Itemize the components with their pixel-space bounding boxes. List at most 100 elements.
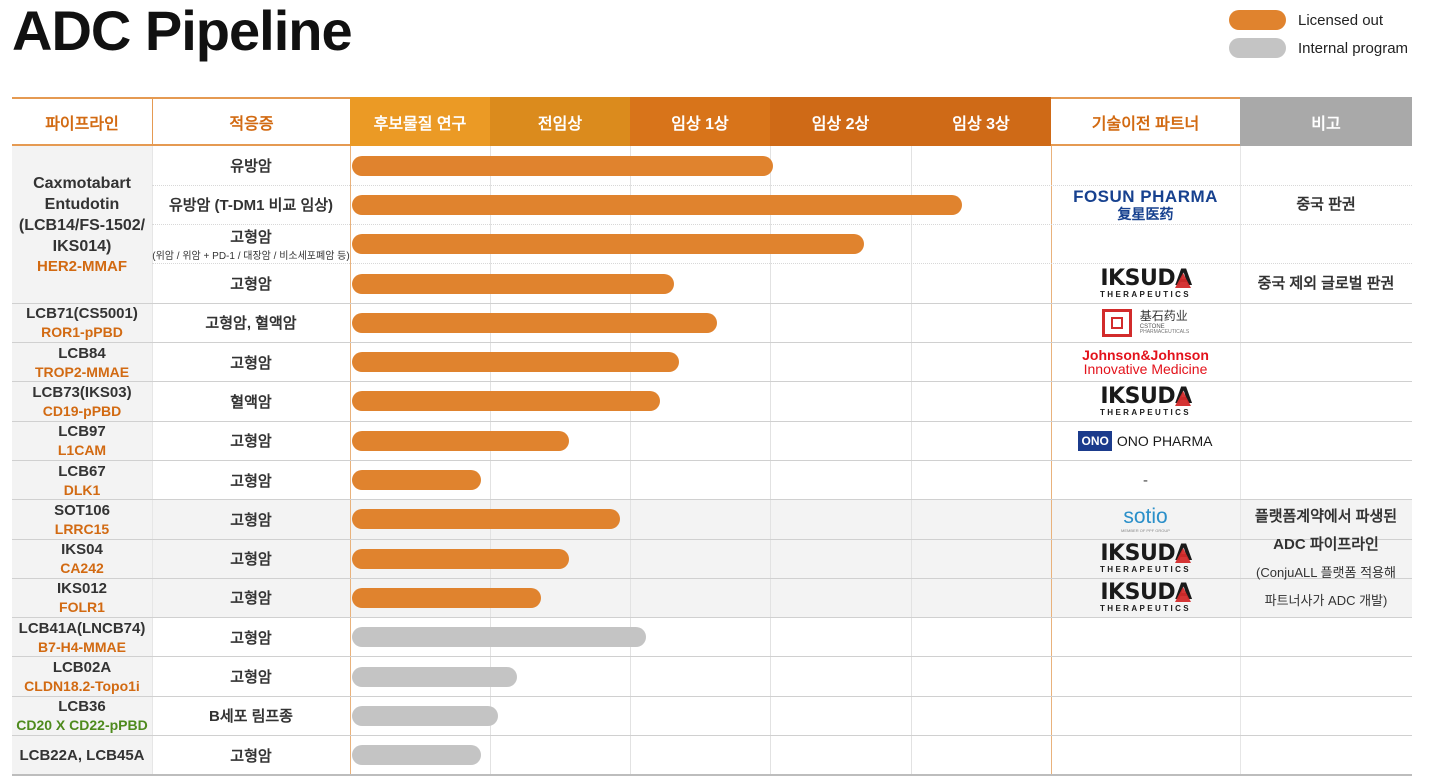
indication-cell: 유방암	[152, 146, 350, 185]
pipeline-cell: LCB67 DLK1	[12, 460, 152, 499]
partner-text: -	[1143, 471, 1148, 489]
header-pipeline: 파이프라인	[12, 97, 152, 146]
sotio-sub: MEMBER OF PPF GROUP	[1121, 527, 1170, 533]
indication-label: 고형암	[230, 276, 272, 294]
indication-cell: 고형암	[152, 578, 350, 617]
header-stage-discovery: 후보물질 연구	[350, 97, 490, 146]
bar-licensed	[352, 587, 542, 608]
indication-cell: 고형암 (위암 / 위암 + PD-1 / 대장암 / 비소세포폐암 등)	[152, 225, 350, 264]
pipeline-target: TROP2-MMAE	[34, 363, 130, 380]
pipeline-cell: LCB41A(LNCB74) B7-H4-MMAE	[12, 618, 152, 657]
iksuda-wordmark: IKSUDA	[1100, 580, 1192, 606]
note-line: 중국 판권	[1296, 195, 1356, 213]
pipeline-name: LCB84	[58, 344, 106, 362]
bar-licensed	[352, 509, 620, 530]
pipeline-name: LCB22A, LCB45A	[19, 746, 145, 764]
pipeline-target: HER2-MMAF	[37, 257, 127, 275]
row-divider	[12, 302, 1412, 304]
iksuda-sub: THERAPEUTICS	[1099, 407, 1192, 417]
pipeline-target: CLDN18.2-Topo1i	[24, 678, 140, 695]
pipeline-target: LRRC15	[54, 520, 110, 537]
iksuda-triangle-icon	[1174, 587, 1191, 603]
pipeline-cell: IKS04 CA242	[12, 539, 152, 578]
iksuda-sub: THERAPEUTICS	[1099, 604, 1192, 614]
indication-cell: 고형암, 혈액암	[152, 303, 350, 342]
partner-cell: FOSUN PHARMA 复星医药	[1051, 146, 1240, 264]
pipeline-cell: LCB36 CD20 X CD22-pPBD	[12, 696, 152, 735]
note-line: ADC 파이프라인	[1273, 535, 1379, 553]
cstone-chinese: 基石药业	[1139, 309, 1188, 324]
note-cell: 중국 판권	[1240, 146, 1412, 264]
note-cell: 중국 제외 글로벌 판권	[1240, 264, 1412, 303]
bar-licensed	[352, 273, 675, 294]
row-divider	[12, 695, 1412, 697]
legend-licensed-swatch	[1229, 10, 1286, 30]
row-divider	[12, 499, 1412, 501]
pipeline-name: LCB36	[58, 698, 106, 716]
pipeline-cell: LCB22A, LCB45A	[12, 736, 152, 775]
partner-cell: sotio MEMBER OF PPF GROUP	[1051, 500, 1240, 539]
fosun-logo: FOSUN PHARMA 复星医药	[1073, 188, 1218, 221]
pipeline-cell: LCB97 L1CAM	[12, 421, 152, 460]
iksuda-logo: IKSUDA THERAPEUTICS	[1099, 543, 1192, 575]
pipeline-cell: LCB02A CLDN18.2-Topo1i	[12, 657, 152, 696]
indication-label: 고형암	[230, 354, 272, 372]
partner-cell: IKSUDA THERAPEUTICS	[1051, 382, 1240, 421]
sotio-wordmark: sotio	[1123, 504, 1168, 528]
indication-cell: 고형암	[152, 657, 350, 696]
partner-cell: Johnson&Johnson Innovative Medicine	[1051, 343, 1240, 382]
iksuda-sub: THERAPEUTICS	[1099, 290, 1192, 300]
legend-internal-swatch	[1229, 38, 1286, 58]
ono-logo: ONO ONO PHARMA	[1078, 430, 1213, 451]
note-line: (ConjuALL 플랫폼 적용해	[1256, 564, 1396, 580]
bar-licensed	[352, 548, 570, 569]
pipeline-name: LCB71(CS5001)	[26, 305, 138, 323]
note-line: 파트너사가 ADC 개발)	[1264, 592, 1388, 608]
bar-internal	[352, 627, 647, 648]
cstone-en2: PHARMACEUTICALS	[1139, 329, 1190, 336]
iksuda-sub: THERAPEUTICS	[1099, 565, 1192, 575]
pipeline-name: IKS014)	[52, 237, 112, 255]
iksuda-name: IKSUDA	[1100, 580, 1192, 606]
pipeline-name: LCB67	[58, 462, 106, 480]
iksuda-wordmark: IKSUDA	[1100, 385, 1192, 408]
pipeline-target: CA242	[60, 560, 104, 577]
partner-cell: -	[1051, 460, 1240, 499]
pipeline-cell: LCB71(CS5001) ROR1-pPBD	[12, 303, 152, 342]
bar-licensed	[352, 194, 962, 215]
page-title: ADC Pipeline	[12, 0, 353, 62]
bar-internal	[352, 705, 498, 726]
legend-licensed-label: Licensed out	[1298, 11, 1384, 29]
indication-label: 고형암	[230, 629, 272, 647]
pipeline-target: B7-H4-MMAE	[38, 638, 126, 655]
partner-cell: IKSUDA THERAPEUTICS	[1051, 578, 1240, 617]
indication-label: 혈액암	[230, 393, 272, 411]
indication-label: B세포 림프종	[208, 708, 293, 726]
indication-label: 고형암	[230, 433, 272, 451]
pipeline-name: (LCB14/FS-1502/	[18, 216, 146, 234]
bar-licensed	[352, 234, 864, 255]
fosun-wordmark: FOSUN PHARMA	[1073, 187, 1218, 207]
indication-sublabel: (위암 / 위암 + PD-1 / 대장암 / 비소세포폐암 등)	[152, 251, 350, 263]
pipeline-name: SOT106	[54, 501, 110, 519]
indication-cell: 고형암	[152, 500, 350, 539]
pipeline-name: Entudotin	[44, 195, 120, 213]
indication-cell: 고형암	[152, 421, 350, 460]
jnj-sub: Innovative Medicine	[1083, 361, 1208, 378]
pipeline-name: Caxmotabart	[33, 174, 131, 192]
header-stage-phase2: 임상 2상	[770, 97, 911, 146]
pipeline-target: CD20 X CD22-pPBD	[16, 717, 148, 734]
indication-label: 고형암	[230, 229, 272, 247]
fosun-chinese: 复星医药	[1117, 206, 1174, 223]
bar-licensed	[352, 352, 679, 373]
indication-cell: 고형암	[152, 539, 350, 578]
iksuda-logo: IKSUDA THERAPEUTICS	[1099, 385, 1192, 417]
pipeline-target: CD19-pPBD	[42, 402, 122, 419]
indication-cell: 고형암	[152, 343, 350, 382]
row-divider	[12, 459, 1412, 461]
cstone-text: 基石药业 CSTONE PHARMACEUTICALS	[1140, 310, 1189, 335]
row-divider	[12, 342, 1412, 343]
partner-cell: ONO ONO PHARMA	[1051, 421, 1240, 460]
pipeline-cell: Caxmotabart Entudotin (LCB14/FS-1502/IKS01…	[12, 146, 152, 303]
indication-label: 유방암	[230, 158, 272, 176]
